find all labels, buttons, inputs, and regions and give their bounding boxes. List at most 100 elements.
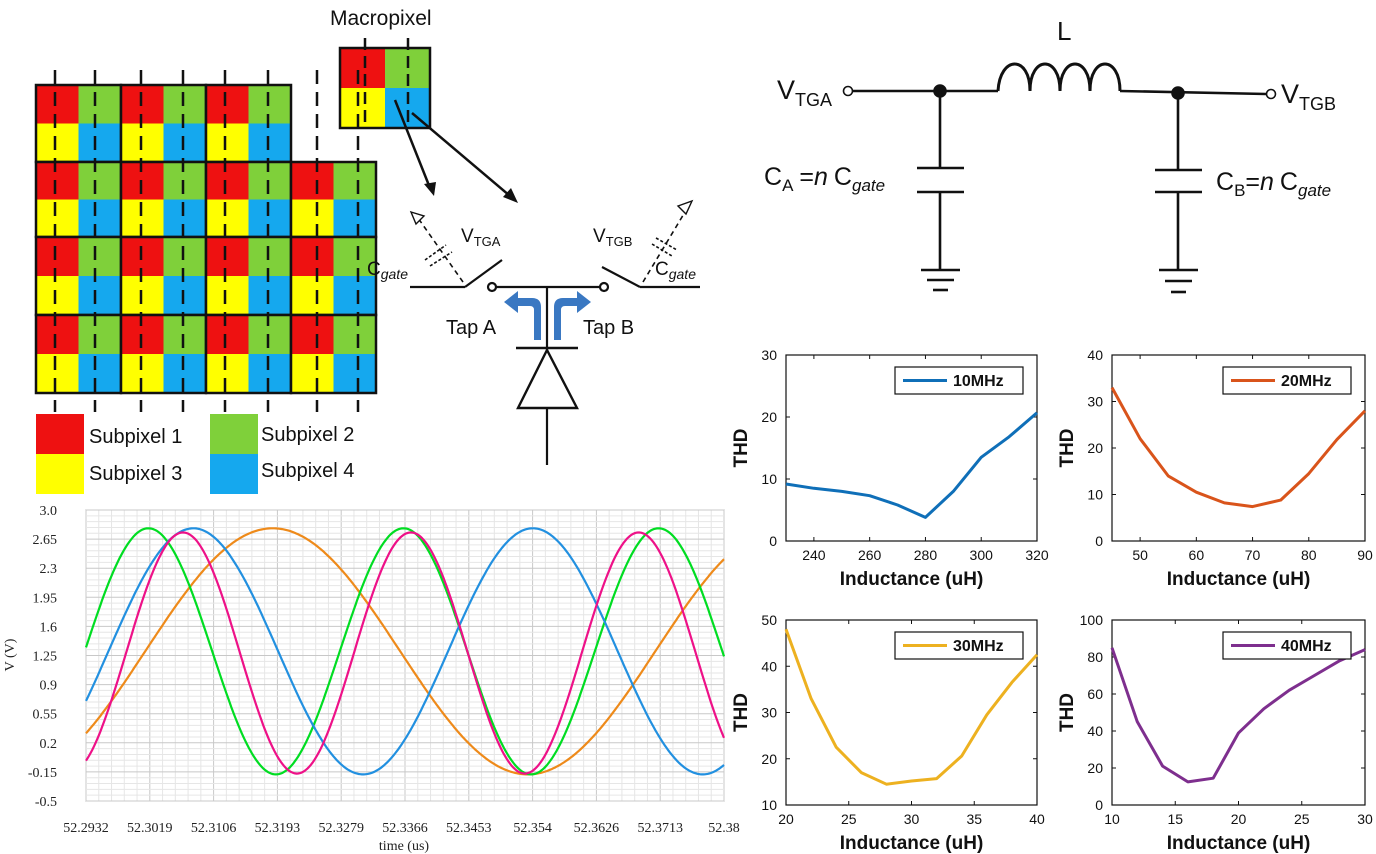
- thd-y-tick-label: 30: [1087, 394, 1103, 410]
- subpixel-1-cell: [291, 162, 334, 200]
- waveform-x-tick-label: 52.3019: [127, 821, 173, 836]
- waveform-series-line: [85, 527, 725, 776]
- thd-x-tick-label: 80: [1301, 547, 1317, 563]
- subpixel-2-cell: [78, 85, 121, 124]
- tap-a-arrow-icon: [504, 291, 541, 340]
- subpixel-4-cell: [248, 199, 291, 237]
- waveform-series-line: [85, 527, 725, 776]
- waveform-y-tick-label: 1.6: [40, 620, 58, 635]
- left-cgate-plate: [424, 244, 447, 261]
- waveform-chart: 3.0 2.65 2.3 1.95 1.6 1.25 0.9 0.55 0.2 -0.15 -0.5…: [3, 504, 740, 854]
- subpixel-2-cell: [333, 237, 376, 276]
- waveform-series-line: [84, 527, 726, 776]
- waveform-series-line: [85, 531, 726, 775]
- subpixel-3-cell: [206, 199, 249, 237]
- tap-labels: Cgate VTGA VTGB Cgate Tap A Tap B: [367, 226, 696, 339]
- thd-legend-box: [894, 631, 1024, 660]
- left-cgate-label: Cgate: [367, 259, 408, 282]
- waveform-y-tick-label: 3.0: [40, 504, 58, 519]
- subpixel-2-cell: [333, 315, 376, 354]
- subpixel-3-cell: [206, 123, 249, 162]
- thd-series-line: [784, 628, 1039, 786]
- thd-y-axis-label: THD: [1057, 693, 1078, 732]
- thd-x-axis-label: Inductance (uH): [1167, 569, 1311, 590]
- subpixel-3-cell: [206, 354, 249, 393]
- arrow-line-left: [393, 99, 432, 189]
- macropixel-block-border: [289, 313, 378, 395]
- thd-y-tick-label: 20: [761, 409, 777, 425]
- subpixel-2-cell: [163, 315, 206, 354]
- enlarged-border: [338, 46, 432, 130]
- waveform-y-tick-label: 0.2: [40, 737, 58, 752]
- waveform-x-tick-label: 52.3106: [191, 821, 237, 836]
- thd-x-tick-label: 30: [1357, 811, 1373, 827]
- macropixel-enlarged: [338, 38, 432, 130]
- tap-arrows: [504, 291, 591, 340]
- legend-swatch-1: [36, 414, 84, 454]
- left-switch-blade: [464, 259, 503, 288]
- waveform-x-axis-label: time (us): [379, 839, 429, 854]
- waveform-y-tick-label: -0.5: [35, 795, 57, 810]
- thd-y-tick-label: 60: [1087, 686, 1103, 702]
- waveform-x-tick-label: 52.3453: [446, 821, 492, 836]
- waveform-series: [84, 527, 726, 776]
- thd-series-line: [1110, 647, 1366, 784]
- macropixel-arrows: [393, 99, 518, 203]
- subpixel-4-cell: [78, 354, 121, 393]
- thd-plot-2: 50 60 70 80 90 0 10 20 30 40 20MHz Inductance (uH) T…: [1057, 347, 1373, 590]
- subpixel-4-cell: [163, 276, 206, 315]
- subpixel-4-cell: [163, 199, 206, 237]
- thd-x-tick-label: 70: [1245, 547, 1261, 563]
- thd-x-tick-label: 20: [778, 811, 794, 827]
- thd-y-axis-label: THD: [731, 428, 752, 467]
- thd-y-tick-label: 0: [1095, 533, 1103, 549]
- waveform-y-tick-label: 2.3: [40, 562, 58, 577]
- thd-y-tick-label: 30: [761, 347, 777, 363]
- thd-legend-label: 20MHz: [1281, 373, 1332, 390]
- subpixel-1-cell: [206, 162, 249, 200]
- arrow-head-right: [503, 188, 518, 203]
- subpixel-4-cell: [333, 354, 376, 393]
- tap-b-label: Tap B: [583, 317, 634, 339]
- thd-legend-label: 30MHz: [953, 638, 1004, 655]
- right-switch-blade: [601, 266, 641, 288]
- vtga-label: VTGA: [461, 226, 501, 249]
- thd-x-tick-label: 90: [1357, 547, 1373, 563]
- subpixel-2-cell: [248, 85, 291, 124]
- subpixel-3-cell: [36, 276, 79, 315]
- subpixel-1-cell: [291, 237, 334, 276]
- cb-label: CB=n Cgate: [1216, 168, 1331, 200]
- lc-circuit: [842, 62, 1277, 294]
- waveform-x-tick-label: 52.3626: [574, 821, 620, 836]
- subpixel-4-cell: [163, 354, 206, 393]
- thd-y-tick-label: 20: [1087, 760, 1103, 776]
- waveform-y-tick-label: 1.95: [33, 591, 58, 606]
- subpixel-1-cell: [206, 315, 249, 354]
- subpixel-grid: [34, 83, 378, 395]
- thd-y-tick-label: 10: [761, 797, 777, 813]
- subpixel-4-cell: [78, 123, 121, 162]
- waveform-x-tick-label: 52.38: [708, 821, 740, 836]
- waveform-x-tick-label: 52.3279: [318, 821, 364, 836]
- waveform-x-tick-label: 52.354: [513, 821, 552, 836]
- subpixel-1-cell: [36, 315, 79, 354]
- right-cgate-plate: [651, 243, 673, 257]
- thd-x-tick-label: 25: [841, 811, 857, 827]
- thd-x-tick-label: 240: [802, 547, 826, 563]
- left-node: [486, 281, 498, 293]
- thd-y-tick-label: 10: [761, 471, 777, 487]
- thd-legend-label: 40MHz: [1281, 638, 1332, 655]
- thd-y-tick-label: 0: [769, 533, 777, 549]
- right-cgate-plate-2: [655, 237, 678, 251]
- thd-x-axis-label: Inductance (uH): [1167, 833, 1311, 854]
- inductor-coil-icon: [996, 62, 1122, 92]
- thd-x-tick-label: 15: [1167, 811, 1183, 827]
- subpixel-legend: Subpixel 1 Subpixel 3 Subpixel 2 Subpixe…: [36, 414, 354, 494]
- subpixel-4-cell: [248, 354, 291, 393]
- right-cgate-dash: [642, 211, 686, 283]
- waveform-y-tick-label: 1.25: [33, 650, 58, 665]
- thd-series-line: [1110, 386, 1367, 509]
- subpixel-2-cell: [163, 85, 206, 124]
